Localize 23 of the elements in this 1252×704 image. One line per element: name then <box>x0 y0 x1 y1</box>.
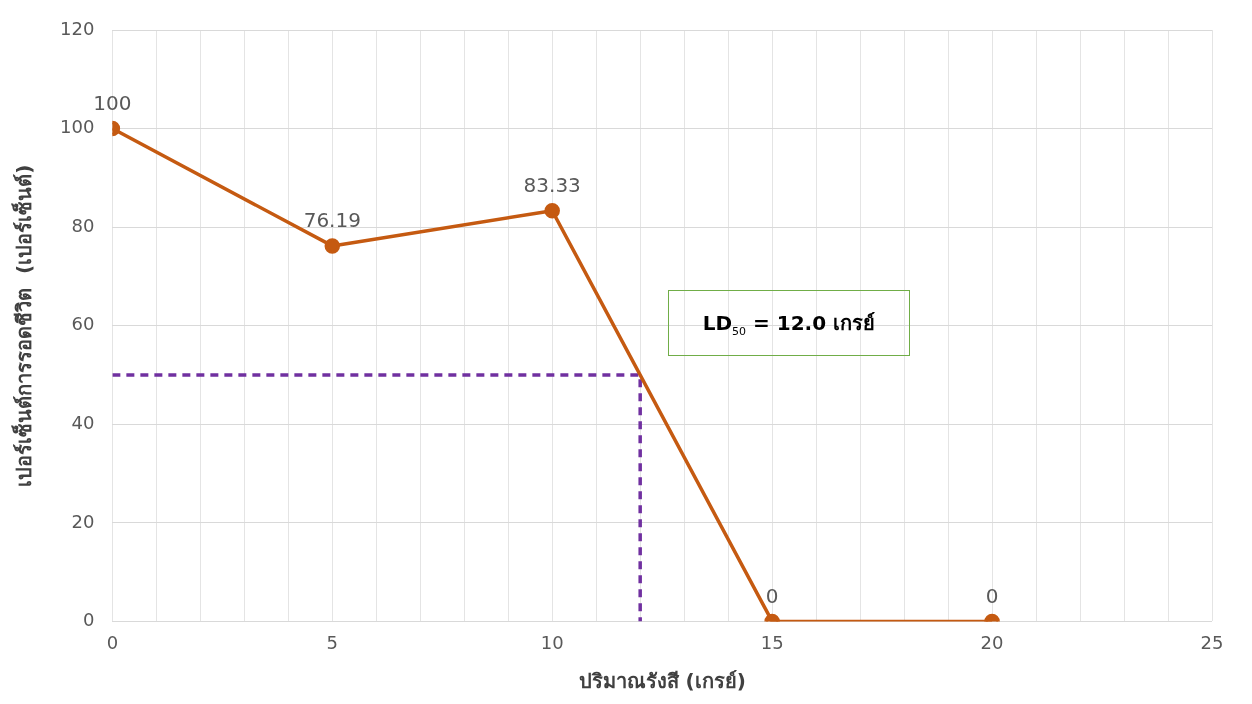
x-tick-label: 10 <box>540 631 564 653</box>
y-axis-title: เปอร์เซ็นต์การรอดชีวิต (เปอร์เซ็นต์) <box>11 164 37 487</box>
note-box: LD$_{50}$ = 12.0 เกรย์ <box>667 290 911 357</box>
y-tick-label: 80 <box>71 214 95 236</box>
x-tick-label: 0 <box>106 631 119 653</box>
data-label: 0 <box>985 583 999 608</box>
x-tick-label: 5 <box>326 631 339 653</box>
x-tick-label: 15 <box>760 631 784 653</box>
x-tick-label: 20 <box>980 631 1004 653</box>
point <box>324 238 341 254</box>
y-tick-label: 120 <box>60 17 95 39</box>
x-tick-label: 25 <box>1200 631 1224 653</box>
data-label: 76.19 <box>303 208 361 233</box>
data-label: 0 <box>765 583 779 608</box>
data-label: 100 <box>93 90 132 115</box>
y-tick-label: 40 <box>71 411 95 433</box>
y-tick-label: 60 <box>71 313 95 335</box>
y-tick-label: 0 <box>82 609 95 631</box>
y-tick-label: 20 <box>71 510 95 532</box>
x-axis-title: ปริมาณรังสี (เกรย์) <box>578 669 746 694</box>
y-tick-label: 100 <box>60 116 95 138</box>
data-label: 83.33 <box>523 172 581 197</box>
point <box>544 202 560 219</box>
